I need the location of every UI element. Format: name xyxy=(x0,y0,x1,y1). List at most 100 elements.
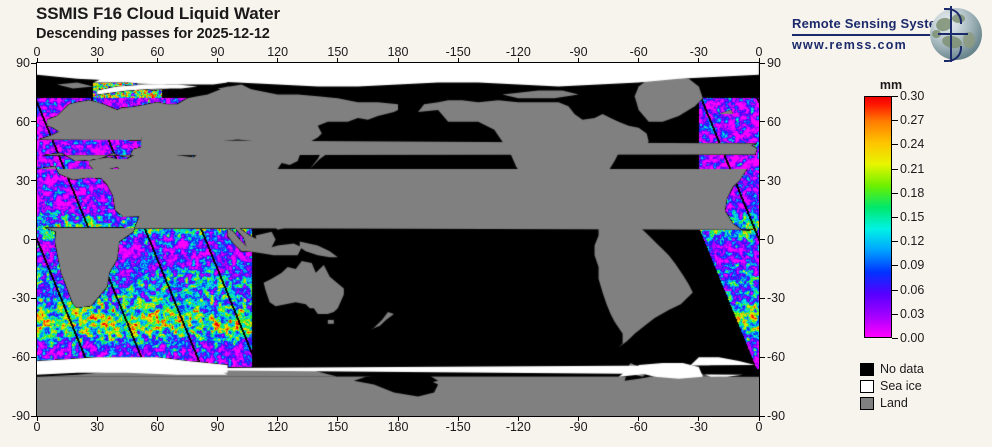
y-axis-tick-label: 0 xyxy=(23,232,30,247)
x-axis-tick-mark xyxy=(277,58,279,62)
colorbar-gradient[interactable] xyxy=(864,96,892,338)
x-axis-tick-mark xyxy=(217,417,218,421)
rss-logo[interactable]: Remote Sensing Systems www.remss.com xyxy=(792,6,988,62)
colorbar-tick-mark xyxy=(892,96,898,97)
y-axis-tick-label: 60 xyxy=(767,114,781,129)
map-legend: No data Sea ice Land xyxy=(860,361,924,412)
x-axis-tick-mark xyxy=(96,417,98,421)
x-axis-tick-mark xyxy=(457,417,459,421)
x-axis-tick-label: 30 xyxy=(90,45,105,59)
x-axis-tick-mark xyxy=(337,417,339,421)
colorbar-tick-mark xyxy=(892,217,898,218)
y-axis-tick-label: 90 xyxy=(16,56,30,70)
colorbar-tick-mark xyxy=(892,168,898,170)
legend-item: Land xyxy=(860,395,924,411)
x-axis-tick-label: -150 xyxy=(445,420,471,434)
map-plot-area[interactable] xyxy=(36,62,760,417)
x-axis-tick-mark xyxy=(36,58,38,62)
y-axis-tick-label: -30 xyxy=(767,291,786,306)
colorbar-tick-label: 0.09 xyxy=(900,258,925,273)
world-map-canvas xyxy=(37,63,759,416)
x-axis-tick-mark xyxy=(337,58,339,62)
x-axis-tick-label: 60 xyxy=(150,420,165,434)
x-axis-tick-mark xyxy=(698,417,700,421)
y-axis-tick-mark xyxy=(760,356,765,358)
colorbar-tick-label: 0.30 xyxy=(900,89,925,103)
y-axis-tick-mark xyxy=(31,297,36,299)
x-axis-tick-mark xyxy=(638,58,640,62)
x-axis-tick-mark xyxy=(277,417,279,421)
y-axis-tick-label: -60 xyxy=(11,350,30,365)
logo-divider xyxy=(792,34,944,36)
colorbar-tick-label: 0.00 xyxy=(900,331,925,345)
x-axis-tick-label: 0 xyxy=(33,45,41,59)
colorbar-tick-label: 0.21 xyxy=(900,161,925,176)
x-axis-tick-mark xyxy=(698,58,700,62)
x-axis-tick-label: 90 xyxy=(210,45,225,59)
y-axis-tick-mark xyxy=(31,62,36,64)
x-axis-tick-label: -150 xyxy=(445,45,471,59)
colorbar-tick-mark xyxy=(892,338,898,339)
colorbar-tick-mark xyxy=(892,241,898,243)
x-axis-tick-mark xyxy=(578,417,579,421)
y-axis-tick-mark xyxy=(31,180,36,182)
y-axis-tick-label: -30 xyxy=(11,291,30,306)
x-axis-tick-label: 60 xyxy=(150,45,165,59)
x-axis-tick-label: 30 xyxy=(90,420,105,434)
x-axis-tick-label: 90 xyxy=(210,420,225,434)
y-axis-tick-label: -90 xyxy=(11,409,30,423)
logo-website-url: www.remss.com xyxy=(792,38,908,52)
colorbar-tick-label: 0.06 xyxy=(900,282,925,297)
colorbar-tick-mark xyxy=(892,192,898,194)
colorbar-tick-mark xyxy=(892,144,898,146)
colorbar-tick-mark xyxy=(892,313,898,315)
colorbar-tick-label: 0.18 xyxy=(900,185,925,200)
x-axis-tick-mark xyxy=(397,58,399,62)
x-axis-tick-label: -60 xyxy=(629,45,648,59)
logo-organization-name: Remote Sensing Systems xyxy=(792,16,956,31)
legend-item: Sea ice xyxy=(860,378,924,394)
y-axis-tick-mark xyxy=(760,297,765,299)
colorbar-tick-label: 0.12 xyxy=(900,234,925,249)
x-axis-tick-label: 180 xyxy=(387,45,409,59)
x-axis-tick-label: 150 xyxy=(327,45,349,59)
colorbar-tick-mark xyxy=(892,289,898,291)
colorbar-tick-mark xyxy=(892,120,898,122)
x-axis-tick-mark xyxy=(578,58,579,62)
y-axis-tick-mark xyxy=(760,239,765,240)
y-axis-tick-label: 30 xyxy=(767,173,781,188)
x-axis-tick-label: -120 xyxy=(505,45,531,59)
y-axis-tick-label: -90 xyxy=(767,409,786,423)
colorbar-tick-label: 0.15 xyxy=(900,210,925,224)
y-axis-tick-mark xyxy=(31,356,36,358)
y-axis-tick-mark xyxy=(760,121,765,123)
legend-swatch xyxy=(860,379,874,393)
y-axis-tick-mark xyxy=(760,415,765,417)
x-axis-tick-mark xyxy=(517,417,519,421)
x-axis-tick-mark xyxy=(638,417,640,421)
x-axis-tick-label: 180 xyxy=(387,420,409,434)
x-axis-tick-label: -90 xyxy=(569,420,588,434)
y-axis-tick-mark xyxy=(31,239,36,240)
x-axis-tick-label: 120 xyxy=(267,420,289,434)
colorbar-tick-label: 0.03 xyxy=(900,306,925,321)
legend-label: No data xyxy=(880,362,924,376)
colorbar-unit-label: mm xyxy=(879,78,903,92)
legend-item: No data xyxy=(860,361,924,377)
x-axis-tick-mark xyxy=(217,58,218,62)
x-axis-tick-mark xyxy=(758,417,760,421)
y-axis-tick-label: 30 xyxy=(16,173,30,188)
x-axis-tick-mark xyxy=(36,417,38,421)
colorbar-tick-mark xyxy=(892,265,898,267)
x-axis-tick-mark xyxy=(457,58,459,62)
logo-axis-horizontal xyxy=(938,33,968,35)
x-axis-tick-mark xyxy=(156,58,158,62)
x-axis-tick-mark xyxy=(517,58,519,62)
x-axis-tick-label: -90 xyxy=(569,45,588,59)
y-axis-tick-label: 60 xyxy=(16,114,30,129)
x-axis-tick-mark xyxy=(96,58,98,62)
y-axis-tick-mark xyxy=(760,180,765,182)
legend-swatch xyxy=(860,362,874,376)
y-axis-tick-mark xyxy=(31,121,36,123)
colorbar-tick-label: 0.24 xyxy=(900,137,925,152)
